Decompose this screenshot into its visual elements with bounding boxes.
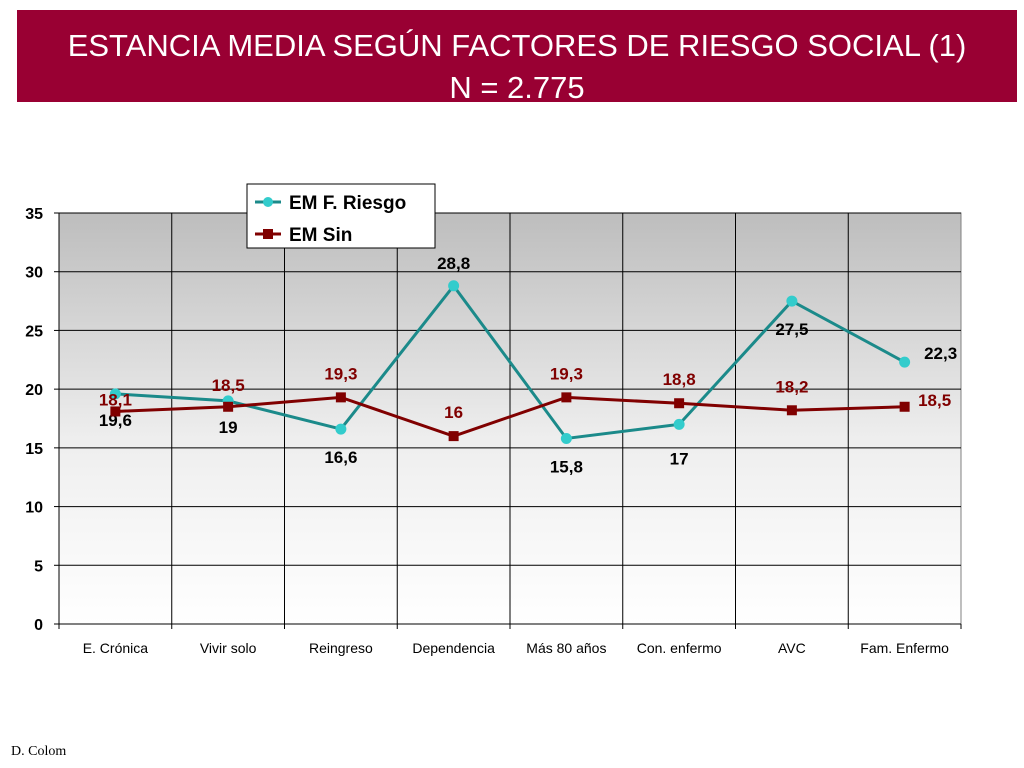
chart-title: ESTANCIA MEDIA SEGÚN FACTORES DE RIESGO …	[67, 28, 967, 63]
y-tick-label: 5	[34, 558, 43, 575]
data-point	[335, 423, 347, 435]
data-label: 18,2	[775, 377, 808, 396]
data-point	[560, 432, 572, 444]
series-line-em-sin	[115, 395, 905, 438]
y-tick-label: 35	[25, 206, 43, 223]
data-point	[448, 280, 460, 292]
data-label: 22,3	[924, 344, 957, 363]
data-label: 17	[670, 449, 689, 468]
x-tick-label: Fam. Enfermo	[860, 640, 949, 656]
chart-subtitle: N = 2.775	[449, 70, 585, 105]
data-label: 19	[219, 418, 238, 437]
data-label: 19,3	[324, 364, 357, 383]
x-tick-label: AVC	[778, 640, 806, 656]
data-point	[561, 392, 572, 403]
data-point	[673, 418, 685, 430]
data-point	[448, 431, 459, 442]
data-point	[899, 401, 910, 412]
data-point	[674, 398, 685, 409]
data-label: 16	[444, 403, 463, 422]
x-tick-label: Reingreso	[309, 640, 373, 656]
data-point	[223, 401, 234, 412]
data-label: 28,8	[437, 254, 470, 273]
x-tick-label: E. Crónica	[83, 640, 149, 656]
data-label: 16,6	[324, 448, 357, 467]
data-label: 18,8	[663, 370, 696, 389]
y-tick-label: 0	[34, 617, 43, 634]
data-point	[786, 405, 797, 416]
data-label: 27,5	[775, 320, 808, 339]
y-tick-label: 20	[25, 382, 43, 399]
legend-marker	[263, 229, 273, 239]
data-point	[110, 406, 121, 417]
x-tick-label: Más 80 años	[526, 640, 606, 656]
y-tick-label: 15	[25, 441, 43, 458]
legend-marker	[263, 197, 273, 207]
data-label: 19,3	[550, 364, 583, 383]
x-tick-label: Con. enfermo	[637, 640, 722, 656]
x-tick-label: Dependencia	[412, 640, 495, 656]
legend-label: EM F. Riesgo	[289, 193, 406, 214]
data-label: 15,8	[550, 457, 583, 476]
data-label: 18,1	[99, 390, 132, 409]
legend	[246, 183, 436, 249]
data-point	[899, 356, 911, 368]
data-point	[786, 295, 798, 307]
data-label: 18,5	[212, 376, 245, 395]
footer-credit: D. Colom	[11, 744, 67, 759]
x-tick-label: Vivir solo	[200, 640, 257, 656]
legend-label: EM Sin	[289, 225, 352, 246]
data-point	[335, 392, 346, 403]
data-label: 18,5	[918, 391, 951, 410]
data-point	[109, 388, 121, 400]
title-banner: ESTANCIA MEDIA SEGÚN FACTORES DE RIESGO …	[17, 10, 1017, 105]
y-tick-label: 30	[25, 265, 43, 282]
y-tick-label: 10	[25, 500, 43, 517]
data-label: 19,6	[99, 411, 132, 430]
y-tick-label: 25	[25, 323, 43, 340]
